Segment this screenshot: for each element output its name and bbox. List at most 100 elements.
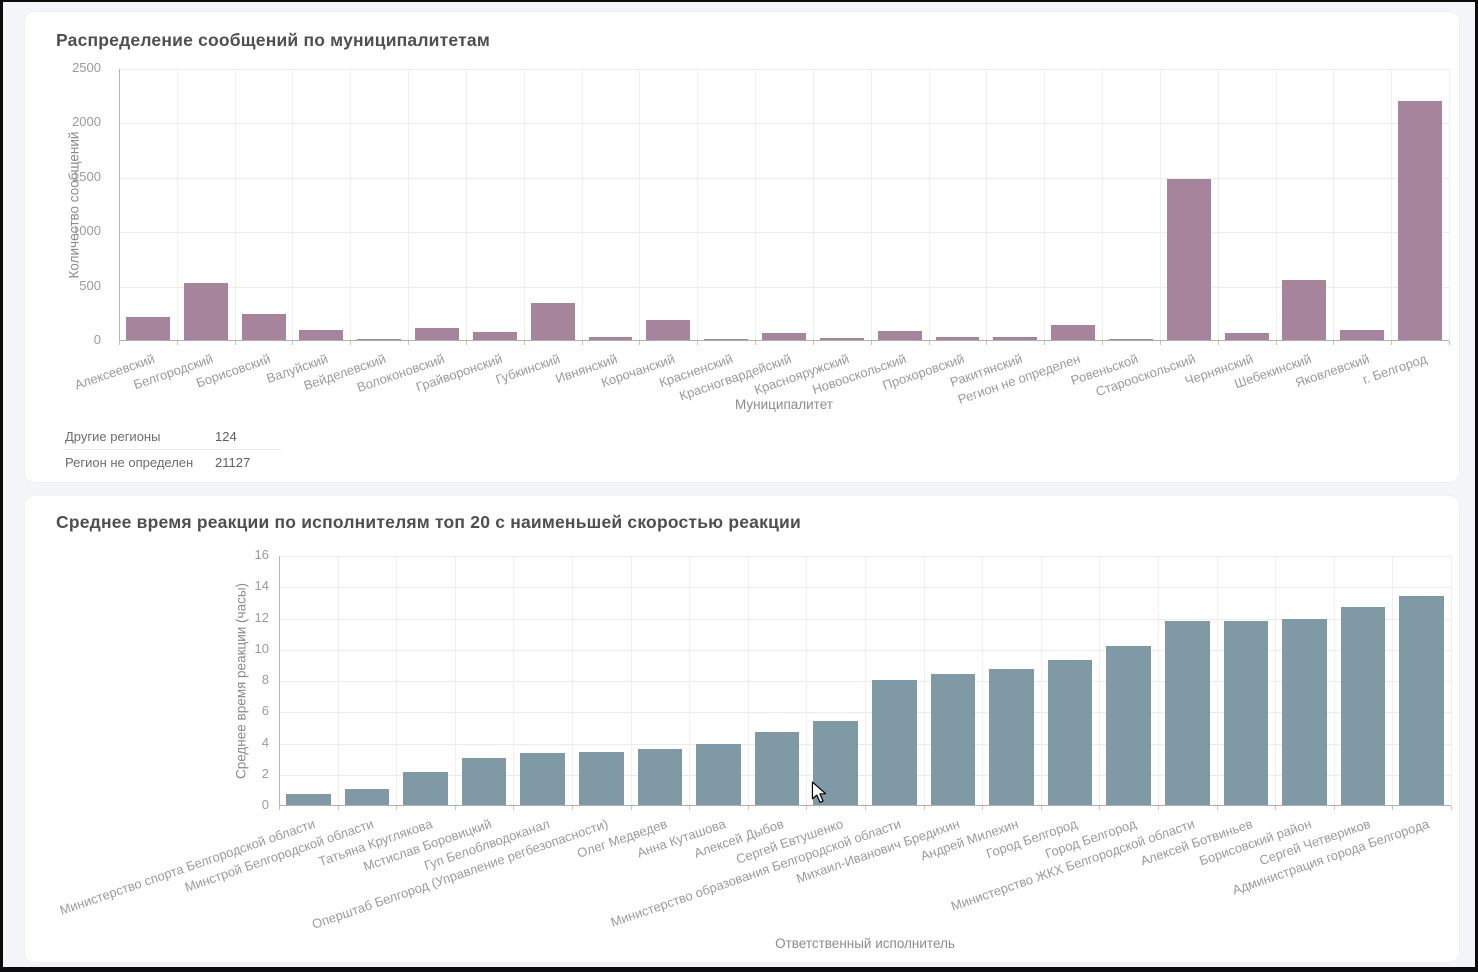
gridline [513,556,515,806]
bar[interactable] [125,317,170,340]
gridline [572,556,573,806]
axis-tick [630,806,632,810]
gridline [1040,556,1042,806]
axis-tick [1159,341,1161,345]
bar[interactable] [696,744,741,805]
gridline [523,69,525,341]
bar[interactable] [357,339,402,340]
bar[interactable] [1340,606,1386,805]
bar[interactable] [1282,619,1327,805]
bar[interactable] [1282,280,1327,340]
axis-tick [350,341,352,345]
axis-tick [747,806,749,810]
bar[interactable] [989,669,1034,805]
axis-tick [928,341,930,345]
axis-tick [396,806,398,810]
gridline [396,556,398,806]
y-tick-label: 0 [261,797,269,812]
bar[interactable] [704,338,749,340]
axis-tick [982,806,984,810]
axis-tick [454,806,456,810]
reaction-time-chart-card: Среднее время реакции по исполнителям то… [25,496,1459,962]
y-tick-label: 10 [254,640,269,656]
bar[interactable] [1224,333,1269,340]
bar[interactable] [1223,620,1269,805]
y-tick-label: 2000 [72,114,101,130]
bar[interactable] [588,336,633,340]
bar[interactable] [993,336,1038,340]
axis-tick [697,341,699,345]
axis-tick [639,341,641,345]
bar[interactable] [877,331,922,340]
bar[interactable] [472,331,517,340]
axis-tick [1102,341,1104,345]
y-tick-label: 4 [261,734,269,750]
bar[interactable] [299,330,344,340]
gridline [1451,556,1452,806]
bar[interactable] [819,338,864,340]
gridline [747,556,749,806]
bar[interactable] [1051,324,1096,340]
bar[interactable] [403,772,448,805]
x-axis-line [279,805,1451,806]
bar[interactable] [1165,620,1210,805]
bar[interactable] [1108,339,1153,340]
bar[interactable] [520,753,565,805]
gridline [465,69,467,341]
bar[interactable] [461,758,507,805]
bar[interactable] [637,748,683,805]
axis-tick [408,341,410,345]
axis-tick [1275,341,1277,345]
y-tick-label: 1000 [72,223,101,239]
gridline [454,556,456,806]
gridline [1449,69,1450,341]
bar[interactable] [344,789,390,805]
bar[interactable] [530,303,575,340]
gridline [337,556,339,806]
y-tick-label: 1500 [72,168,101,184]
gridline [119,123,1449,125]
bar[interactable] [1166,178,1211,340]
axis-tick [513,806,515,810]
bar[interactable] [646,320,691,340]
bar[interactable] [872,680,917,805]
axis-tick [923,806,925,810]
y-axis-line [279,556,280,806]
bar[interactable] [1340,330,1385,340]
axis-tick [465,341,467,345]
bar[interactable] [762,333,806,340]
gridline [1333,556,1335,806]
y-tick-label: 8 [261,672,269,687]
gridline [350,69,352,341]
table-row-label: Регион не определен [65,455,194,470]
axis-tick [1099,806,1101,810]
bar[interactable] [1106,645,1151,805]
bar[interactable] [183,283,228,340]
bar[interactable] [1047,659,1093,805]
bar[interactable] [930,673,976,805]
axis-tick [1333,341,1335,345]
gridline [923,556,925,806]
bar[interactable] [579,751,624,805]
gridline [697,69,699,341]
y-axis-line [119,69,120,341]
bar[interactable] [286,794,331,805]
bar[interactable] [754,731,800,805]
bar[interactable] [1399,595,1444,805]
bar[interactable] [935,337,980,340]
gridline [292,69,294,341]
gridline [865,556,866,806]
other-regions-summary-table: Другие регионы 124 Регион не определен 2… [63,424,281,475]
axis-tick [1391,341,1393,345]
gridline [408,69,410,341]
gridline [630,556,632,806]
gridline [1102,69,1104,341]
gridline [1216,556,1218,806]
axis-tick [572,806,573,810]
x-axis-line [119,340,1449,341]
mouse-cursor-icon [811,781,827,803]
bar[interactable] [415,328,459,340]
bar[interactable] [1398,100,1443,340]
bar[interactable] [241,314,286,340]
axis-tick [806,806,808,810]
